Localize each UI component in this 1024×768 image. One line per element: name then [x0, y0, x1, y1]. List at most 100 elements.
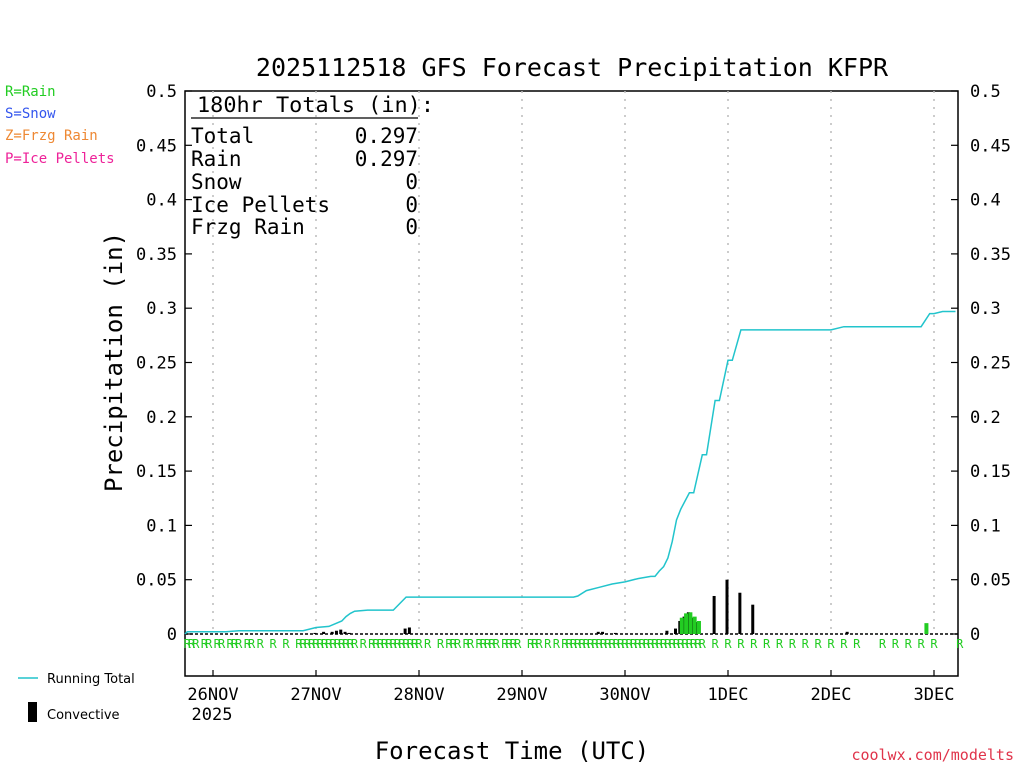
- ptype-marker: R: [377, 637, 385, 651]
- totals-heading: 180hr Totals (in):: [197, 93, 434, 117]
- convective-bar: [601, 631, 605, 634]
- ptype-marker: R: [531, 637, 539, 651]
- totals-value-total: 0.297: [355, 124, 418, 148]
- ptype-marker: R: [660, 637, 668, 651]
- ptype-marker: R: [587, 637, 595, 651]
- ptype-marker: R: [360, 637, 368, 651]
- ptype-marker: R: [295, 637, 303, 651]
- x-tick-label: 2DEC: [811, 685, 852, 705]
- y-tick-label-left: 0.35: [136, 245, 177, 265]
- convective-bar: [322, 631, 326, 634]
- convective-bar: [407, 627, 411, 634]
- ptype-marker: R: [690, 637, 698, 651]
- ptype-marker: R: [454, 637, 462, 651]
- y-tick-label-left: 0.5: [146, 82, 177, 102]
- series-legend: Running Total Convective: [18, 672, 135, 723]
- totals-value-ice-pellets: 0: [405, 193, 418, 217]
- y-tick-label-left: 0.4: [146, 191, 177, 211]
- y-tick-label-right: 0.3: [970, 299, 1001, 319]
- ptype-marker: R: [415, 637, 423, 651]
- running-total-legend-label: Running Total: [47, 672, 135, 687]
- ptype-marker: R: [342, 637, 350, 651]
- ptype-marker: R: [235, 637, 243, 651]
- ptype-marker: R: [347, 637, 355, 651]
- ptype-marker: R: [330, 637, 338, 651]
- watermark: coolwx.com/modelts: [851, 746, 1014, 764]
- running-total-line: [184, 310, 956, 635]
- totals-label-frzg-rain: Frzg Rain: [191, 215, 305, 239]
- year-label: 2025: [192, 705, 233, 725]
- y-tick-label-right: 0.5: [970, 82, 1001, 102]
- ptype-marker: R: [763, 637, 771, 651]
- ptype-marker: R: [827, 637, 835, 651]
- ptype-marker: R: [506, 637, 514, 651]
- ptype-marker: R: [368, 637, 376, 651]
- y-tick-label-right: 0.4: [970, 191, 1001, 211]
- x-axis: 26NOV 27NOV 28NOV 29NOV 30NOV 1DEC 2DEC 3DEC: [187, 670, 954, 705]
- ptype-marker: R: [583, 637, 591, 651]
- ptype-marker: R: [450, 637, 458, 651]
- y-axis-left: 0 0.05 0.1 0.15 0.2 0.25 0.3 0.35 0.4 0.45 0.5: [136, 82, 192, 645]
- ptype-marker: R: [737, 637, 745, 651]
- ptype-marker: R: [381, 637, 389, 651]
- convective-bar: [725, 579, 729, 634]
- convective-bar: [674, 628, 677, 634]
- convective-bar: [845, 631, 849, 634]
- ptype-marker: R: [372, 637, 380, 651]
- ptype-marker: R: [570, 637, 578, 651]
- convective-bar: [712, 595, 716, 634]
- y-tick-label-right: 0.2: [970, 408, 1001, 428]
- x-tick-label: 1DEC: [708, 685, 749, 705]
- ptype-marker: R: [574, 637, 582, 651]
- ptype-marker: R: [604, 637, 612, 651]
- ptype-marker: R: [664, 637, 672, 651]
- y-tick-label-right: 0.25: [970, 354, 1011, 374]
- convective-bar: [665, 630, 669, 634]
- totals-label-total: Total: [191, 124, 254, 148]
- ptype-marker: R: [463, 637, 471, 651]
- ptype-marker: R: [231, 637, 239, 651]
- ptype-marker: R: [815, 637, 823, 651]
- ptype-marker: R: [956, 637, 964, 651]
- y-tick-label-left: 0.2: [146, 408, 177, 428]
- ptype-marker: R: [578, 637, 586, 651]
- totals-box: 180hr Totals (in): Total 0.297 Rain 0.29…: [191, 93, 434, 239]
- x-tick-label: 3DEC: [914, 685, 955, 705]
- ptype-marker: R: [334, 637, 342, 651]
- x-tick-label: 30NOV: [599, 685, 650, 705]
- ptype-marker: R: [561, 637, 569, 651]
- y-tick-label-right: 0.15: [970, 462, 1011, 482]
- ptype-legend-frzg-rain: Z=Frzg Rain: [5, 128, 98, 144]
- precip-bars: [313, 579, 929, 634]
- ptype-marker: R: [536, 637, 544, 651]
- convective-bar: [334, 630, 338, 634]
- ptype-marker: R: [609, 637, 617, 651]
- convective-bar: [738, 592, 742, 634]
- totals-value-frzg-rain: 0: [405, 215, 418, 239]
- ptype-legend-snow: S=Snow: [5, 106, 56, 122]
- ptype-marker: R: [613, 637, 621, 651]
- ptype-marker: R: [510, 637, 518, 651]
- ptype-marker: R: [651, 637, 659, 651]
- ptype-marker: R: [501, 637, 509, 651]
- ptype-marker: R: [188, 637, 196, 651]
- ptype-marker: R: [626, 637, 634, 651]
- convective-bar: [403, 628, 407, 634]
- x-tick-label: 27NOV: [290, 685, 341, 705]
- ptype-marker: R: [694, 637, 702, 651]
- ptype-marker: R: [596, 637, 604, 651]
- ptype-marker: R: [600, 637, 608, 651]
- y-tick-label-left: 0.45: [136, 136, 177, 156]
- convective-bar: [596, 631, 600, 634]
- x-tick-label: 26NOV: [187, 685, 238, 705]
- ptype-marker: R: [300, 637, 308, 651]
- x-tick-label: 29NOV: [496, 685, 547, 705]
- ptype-marker: R: [699, 637, 707, 651]
- totals-label-ice-pellets: Ice Pellets: [191, 193, 330, 217]
- totals-label-snow: Snow: [191, 170, 242, 194]
- convective-bar: [613, 632, 617, 634]
- ptype-marker: R: [317, 637, 325, 651]
- ptype-marker: R: [930, 637, 938, 651]
- ptype-legend-rain: R=Rain: [5, 84, 56, 100]
